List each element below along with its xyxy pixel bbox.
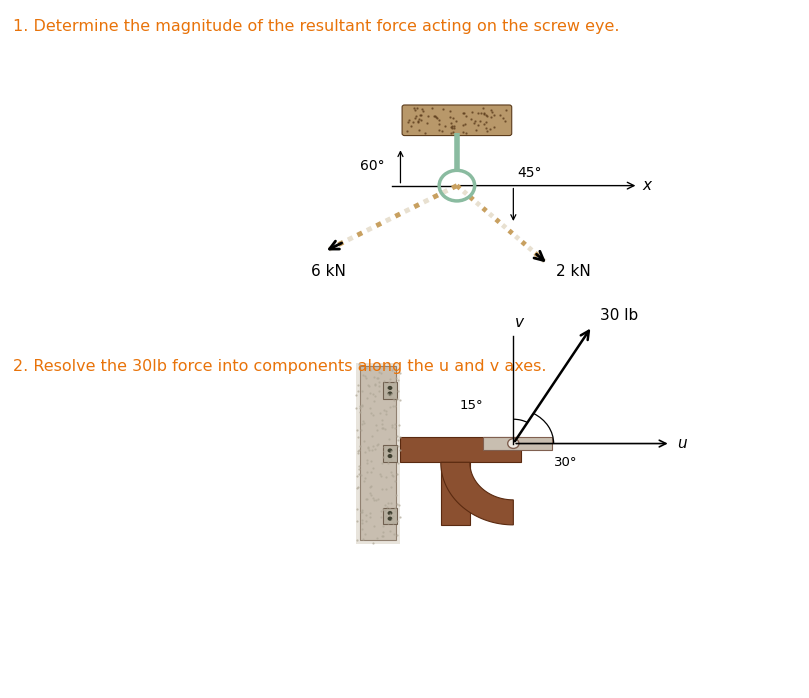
Bar [441, 462, 470, 525]
Text: 1. Determine the magnitude of the resultant force acting on the screw eye.: 1. Determine the magnitude of the result… [14, 19, 620, 34]
Text: 30°: 30° [554, 456, 578, 469]
Bar [383, 383, 397, 399]
FancyBboxPatch shape [402, 105, 512, 135]
Polygon shape [441, 462, 514, 525]
Text: x: x [642, 178, 651, 193]
Bar [383, 445, 397, 461]
Circle shape [388, 386, 392, 390]
Circle shape [508, 438, 519, 448]
Text: u: u [677, 436, 687, 451]
Text: 60°: 60° [360, 159, 384, 173]
Text: 15°: 15° [459, 399, 483, 412]
Text: 2. Resolve the 30lb force into components along the u and v axes.: 2. Resolve the 30lb force into component… [14, 359, 547, 374]
Circle shape [388, 511, 392, 515]
Text: 45°: 45° [518, 166, 542, 180]
Circle shape [388, 448, 392, 452]
Text: 6 kN: 6 kN [311, 264, 345, 279]
Bar [383, 507, 397, 524]
Bar [356, 363, 400, 544]
Text: 2 kN: 2 kN [556, 264, 591, 279]
Circle shape [388, 517, 392, 521]
Bar [400, 437, 522, 462]
Circle shape [388, 392, 392, 396]
Bar [483, 437, 552, 450]
Text: v: v [515, 315, 524, 330]
Bar [360, 366, 396, 540]
Text: 30 lb: 30 lb [600, 308, 638, 322]
Circle shape [388, 454, 392, 458]
